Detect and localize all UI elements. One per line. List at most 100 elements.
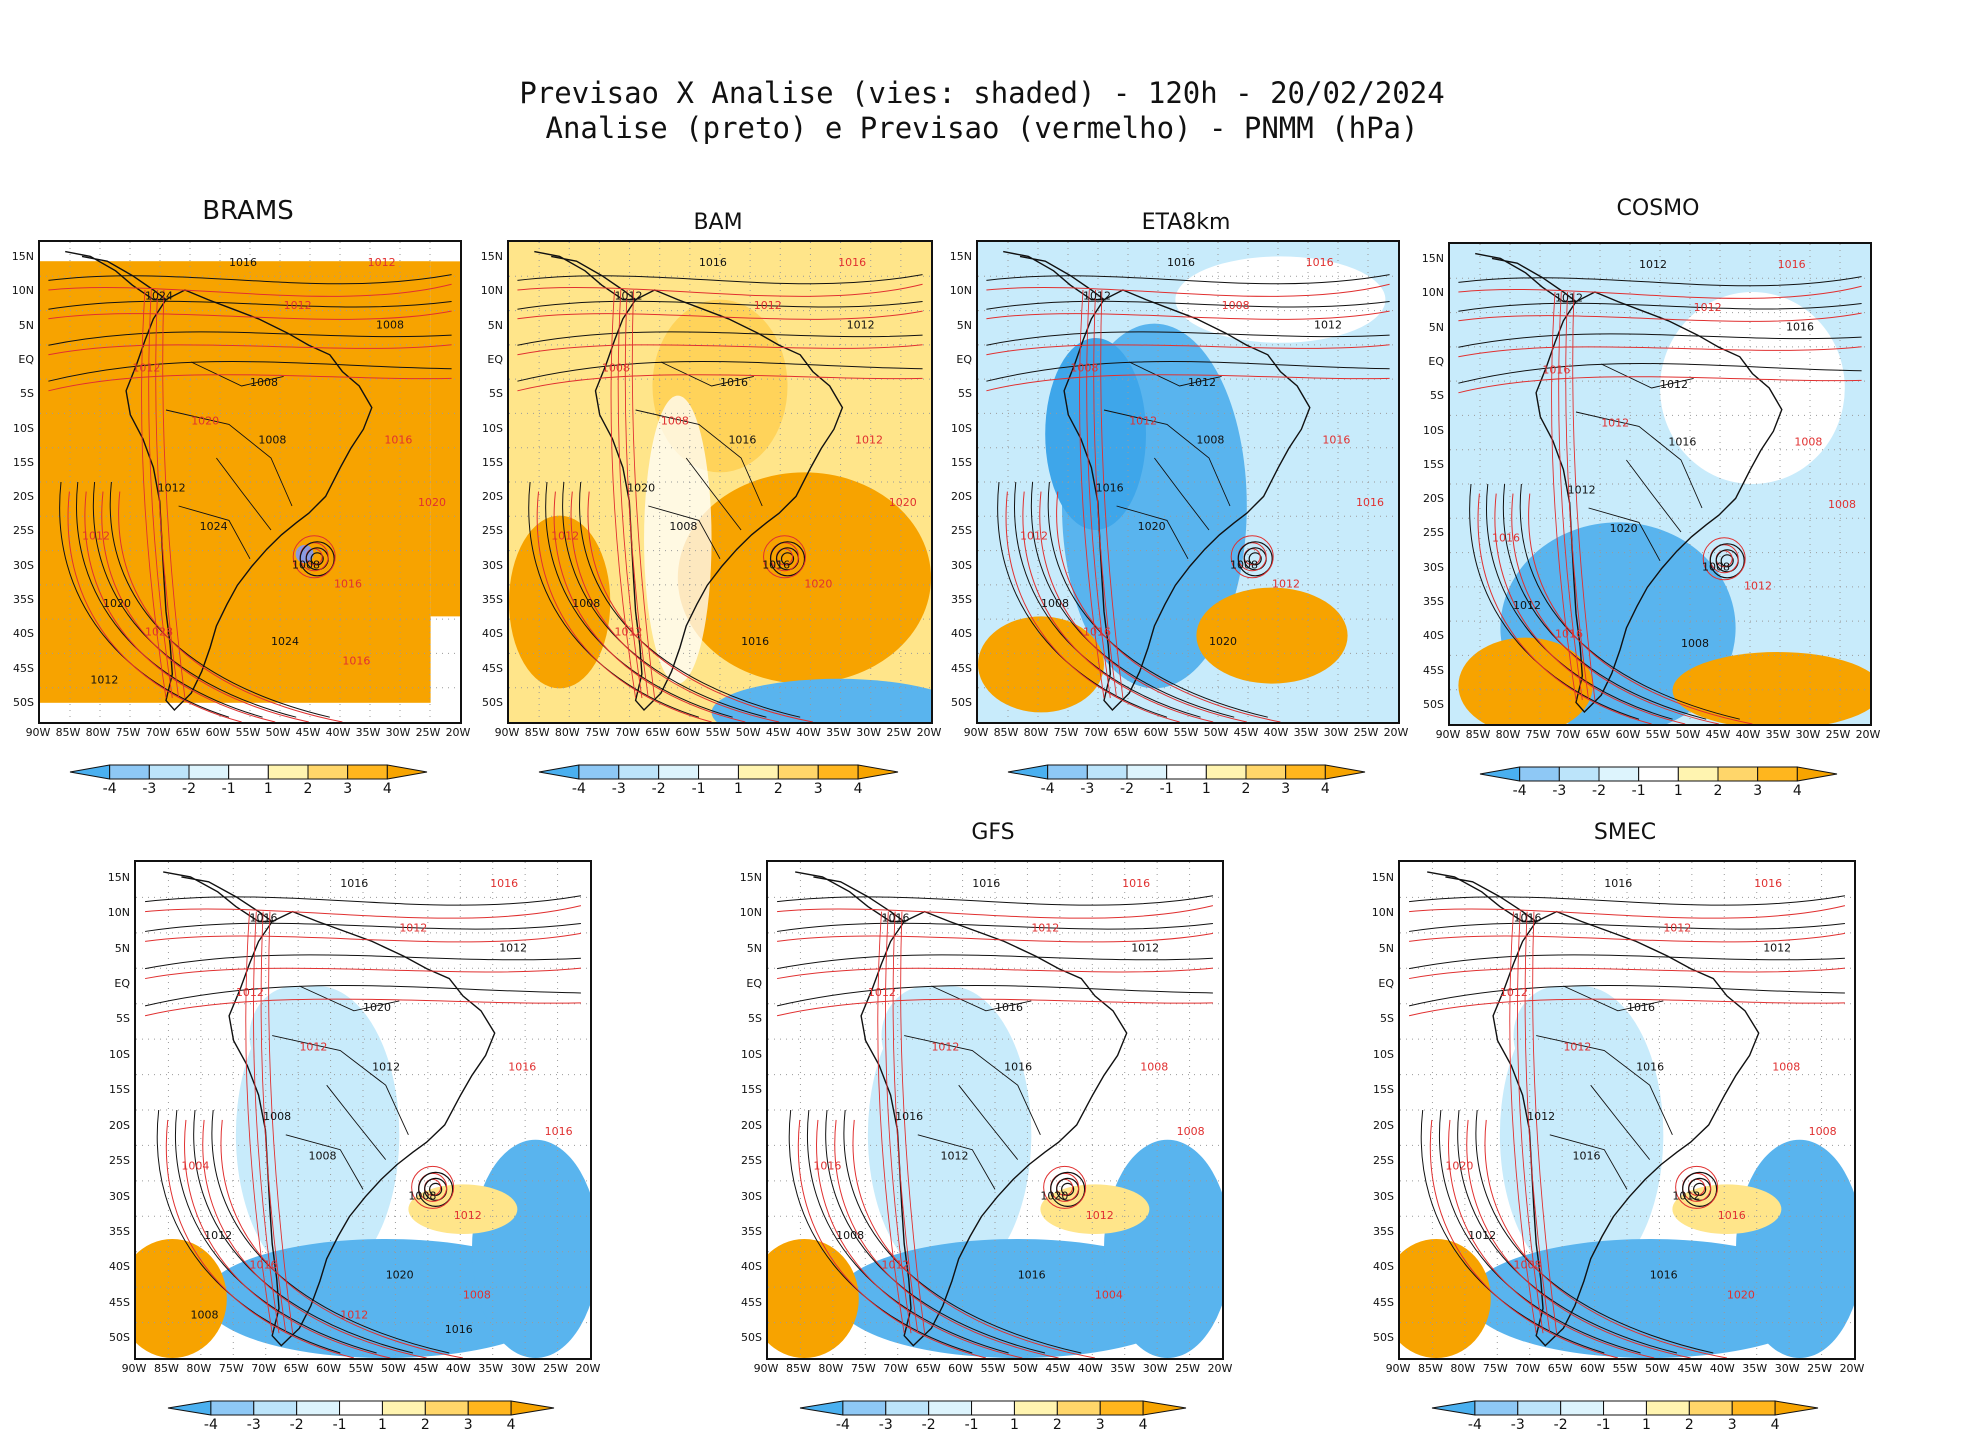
lon-tick-label: 40W <box>795 726 821 739</box>
isobar-label: 1012 <box>1527 1110 1555 1123</box>
panel-title: GFS <box>971 820 1015 845</box>
lon-tick-label: 35W <box>1293 726 1319 739</box>
lon-tick-label: 65W <box>1113 726 1139 739</box>
lat-tick-label: 5S <box>20 387 34 401</box>
isobars <box>1458 276 1862 724</box>
map-panel-smec: SMEC 1016 1016 1016 1012 1012 1012 1016 1012 1016… <box>1372 820 1865 1433</box>
isobar-label: 1012 <box>1694 301 1722 314</box>
colorbar-segment <box>817 764 859 780</box>
isobar-label: 1020 <box>1209 635 1237 648</box>
lon-tick-label: 80W <box>818 1362 844 1375</box>
lon-tick-label: 40W <box>1735 728 1761 741</box>
lat-tick-label: 30S <box>482 558 503 572</box>
isobar-label: 1008 <box>1222 299 1250 312</box>
lat-tick-label: 5S <box>116 1012 130 1026</box>
lat-tick-label: 10S <box>741 1047 762 1061</box>
isobar-label: 1008 <box>258 434 286 447</box>
panel-title: BRAMS <box>202 196 294 226</box>
isobar-label: 1012 <box>1083 290 1111 303</box>
lat-tick-label: EQ <box>114 977 130 990</box>
isobar-label: 1016 <box>972 877 1000 890</box>
lat-tick-label: 15S <box>13 455 34 469</box>
isobar-label: 1020 <box>103 597 131 610</box>
isobar-label: 1008 <box>1230 558 1258 571</box>
colorbar-label: 4 <box>1138 1417 1148 1433</box>
lon-tick-label: 90W <box>1435 728 1461 741</box>
colorbar-label: 3 <box>343 781 353 797</box>
panel-title: COSMO <box>1616 196 1700 221</box>
lon-tick-label: 35W <box>1110 1362 1136 1375</box>
colorbar-segment <box>1560 1400 1605 1416</box>
lon-tick-label: 80W <box>1023 726 1049 739</box>
panel-title: BAM <box>693 210 743 235</box>
isobar-label: 1012 <box>1672 1189 1700 1202</box>
isobar-label: 1012 <box>868 986 896 999</box>
colorbar-label: -3 <box>1510 1417 1525 1433</box>
lon-tick-label: 55W <box>235 726 261 739</box>
map-panel-brams: BRAMS 1016 1012 1024 1012 1008 1012 1008 1020 100… <box>12 196 471 797</box>
lat-tick-label: 40S <box>482 627 503 641</box>
colorbar-segment <box>1558 766 1600 782</box>
lon-tick-label: 90W <box>494 726 520 739</box>
colorbar-label: -2 <box>921 1417 936 1433</box>
lon-tick-label: 70W <box>883 1362 909 1375</box>
isobar-label: 1008 <box>1809 1125 1837 1138</box>
isobar-label: 1016 <box>384 434 412 447</box>
colorbar-segment <box>1205 764 1247 780</box>
lon-tick-label: 80W <box>1450 1362 1476 1375</box>
lon-tick-label: 70W <box>251 1362 277 1375</box>
panel-title: ETA8km <box>1141 210 1231 235</box>
lat-tick-label: 10N <box>1421 286 1444 300</box>
map-panel-eta: ETA8km 1016 1016 1012 1008 1012 1008 1012 1012 10… <box>950 210 1409 797</box>
lon-tick-label: 60W <box>675 726 701 739</box>
isobar-label: 1008 <box>1177 1125 1205 1138</box>
colorbar-segment <box>1126 764 1168 780</box>
grid-lines <box>978 242 1398 722</box>
colorbar-segment <box>210 1400 255 1416</box>
colorbar-segment <box>842 1400 887 1416</box>
colorbar-segment <box>1099 1400 1144 1416</box>
colorbar-label: -1 <box>691 781 706 797</box>
colorbar-label: -2 <box>289 1417 304 1433</box>
lat-tick-label: 5N <box>18 318 34 332</box>
colorbar-label: 1 <box>1201 781 1211 797</box>
colorbar-label: 4 <box>1792 783 1802 799</box>
lon-tick-label: 90W <box>1385 1362 1411 1375</box>
colorbar-label: -1 <box>964 1417 979 1433</box>
isobars <box>776 895 1214 1358</box>
isobar-label: 1020 <box>627 482 655 495</box>
colorbar-segment <box>658 764 700 780</box>
lon-tick-label: 50W <box>265 726 291 739</box>
isobar-label: 1016 <box>445 1323 473 1336</box>
map-canvas: 1016 1016 1016 1012 1012 1012 1016 1012 1016 1008… <box>768 862 1222 1358</box>
isobar-label: 1016 <box>1604 877 1632 890</box>
isobars <box>986 274 1390 722</box>
colorbar-label: -4 <box>1467 1417 1482 1433</box>
lat-tick-label: 10N <box>480 284 503 298</box>
lon-tick-label: 70W <box>615 726 640 739</box>
coastline <box>65 250 373 712</box>
colorbar-segment <box>578 764 620 780</box>
isobar-label: 1012 <box>454 1209 482 1222</box>
isobar-label: 1012 <box>754 299 782 312</box>
isobar-label: 1008 <box>1794 436 1822 449</box>
isobars <box>48 274 452 722</box>
lat-tick-label: 20S <box>951 490 972 504</box>
lon-tick-label: 35W <box>1765 728 1791 741</box>
isobar-label: 1016 <box>1778 258 1806 271</box>
lon-tick-label: 60W <box>1580 1362 1605 1375</box>
isobar-label: 1012 <box>372 1060 400 1073</box>
map-panel-cosmo: COSMO 1012 1016 1012 1012 1016 1016 1012 1012 101… <box>1422 196 1881 799</box>
lon-tick-label: 25W <box>1825 728 1851 741</box>
isobar-label: 1012 <box>1563 1040 1591 1053</box>
colorbar-segment <box>510 1400 555 1416</box>
lat-tick-label: 10S <box>1423 423 1444 437</box>
lat-tick-label: 35S <box>482 593 503 606</box>
lat-tick-label: 40S <box>741 1260 762 1274</box>
colorbar-segment <box>1285 764 1326 780</box>
colorbar-segment <box>1603 1400 1647 1416</box>
lon-tick-label: 35W <box>478 1362 504 1375</box>
colorbar-label: -1 <box>221 781 236 797</box>
lon-tick-label: 55W <box>348 1362 374 1375</box>
lat-tick-label: 5S <box>489 387 503 401</box>
